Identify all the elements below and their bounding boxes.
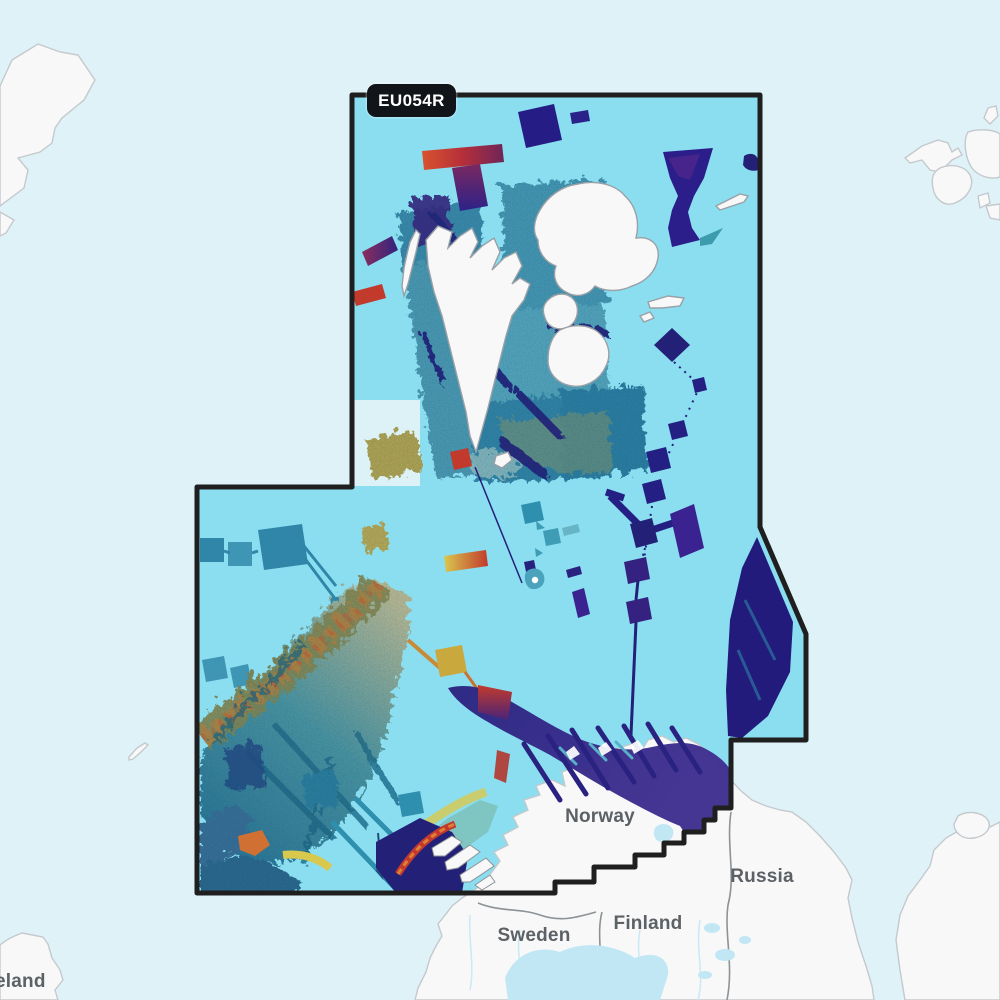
sonar-patch-hourglass [663,148,723,247]
russia-island [953,811,990,839]
tiny-island [128,742,150,761]
label-norway: Norway [565,806,635,827]
edgeoya-island [547,325,610,387]
sonar-patch-purple-bar [362,236,398,266]
sonar-patch-red-small [450,448,472,470]
nordaustlandet-island [533,181,659,297]
survey-route-cluster [604,328,707,736]
sonar-coverage-patches [197,104,793,893]
region-badge[interactable]: EU054R [367,84,456,117]
sonar-patch-t-bar [422,144,504,170]
coverage-border [194,92,809,896]
sonar-patch-t-leg [452,164,488,211]
arctic-island-2 [903,139,963,173]
sonar-patch-red-bar [352,284,386,306]
mid-sea-cluster [474,466,590,618]
sonar-patch-navy-square-top [518,104,562,148]
sonar-mosaic [197,572,480,893]
kvitoya-island [714,193,750,211]
kong-karls-land [647,295,686,309]
lakes [505,824,751,1000]
sonar-patch-olive-squares [358,428,420,550]
region-code: EU054R [378,90,445,110]
label-iceland-partial: eland [0,971,46,992]
arctic-island-6 [985,203,1000,221]
barentsoya-island [542,293,579,330]
norway-coastal-sonar [376,685,731,893]
sonar-patch-navy-bit [570,110,590,124]
label-finland: Finland [613,913,683,934]
arctic-island-4 [931,164,973,205]
label-sweden: Sweden [497,925,571,946]
arctic-island-5 [977,192,991,210]
spitsbergen-island [425,225,531,455]
landmasses [0,43,1000,1000]
sonar-patch-yellow-red-bar [444,550,488,572]
russia-east-land [895,821,1000,1000]
greenland-sliver [0,211,15,237]
svalbard-islands [401,181,750,469]
arctic-island-1 [983,105,999,125]
lofoten-islands [431,835,496,891]
sonar-patch-border-blob [743,153,758,171]
greenland-land [0,43,96,207]
sorkapp-islet [493,451,513,469]
iceland-land [0,932,64,1000]
arctic-island-3 [964,129,1000,179]
label-russia: Russia [730,866,794,887]
deep-bump-patch [726,537,793,738]
prins-karls-forland [401,228,421,299]
kong-karls-islet [638,311,656,323]
